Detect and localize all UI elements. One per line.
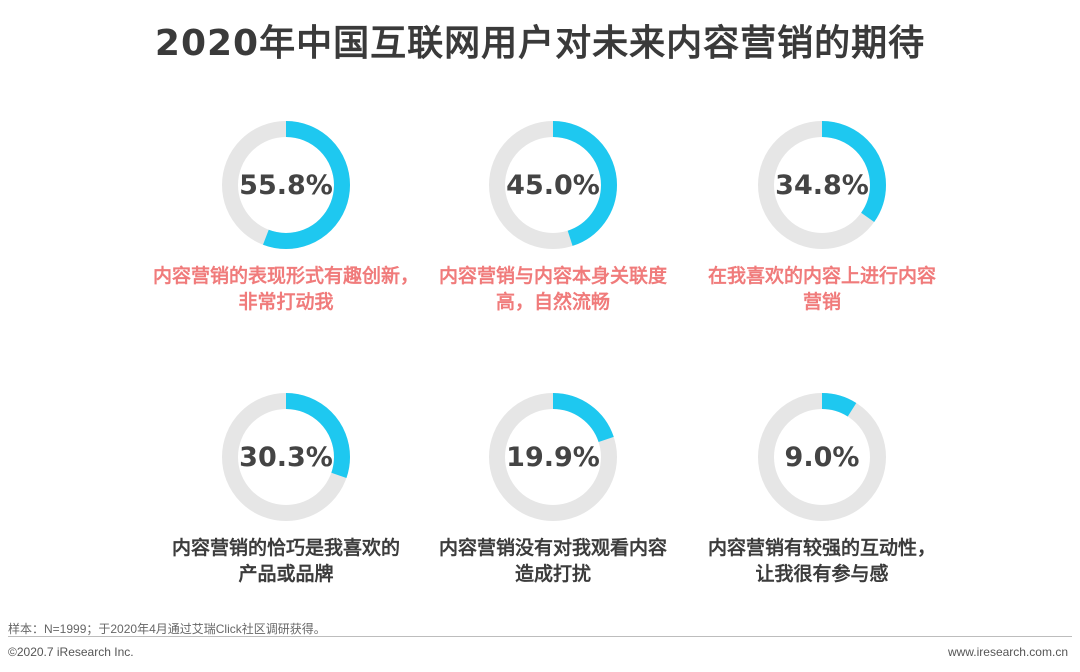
- percentage-value: 45.0%: [506, 169, 600, 201]
- label-line-2: 产品或品牌: [238, 563, 334, 585]
- label-line-2: 营销: [802, 291, 841, 313]
- donut-chart: 34.8%: [752, 115, 892, 255]
- donut-label: 内容营销的恰巧是我喜欢的 产品或品牌: [136, 535, 436, 587]
- label-line-1: 内容营销没有对我观看内容: [438, 537, 667, 559]
- donut-svg: [222, 121, 350, 249]
- footer-divider: [8, 636, 1072, 637]
- donut-value-arc: [758, 393, 886, 521]
- donut-label: 内容营销有较强的互动性， 让我很有参与感: [672, 535, 972, 587]
- donut-svg: [489, 121, 617, 249]
- donut-chart: 45.0%: [483, 115, 623, 255]
- label-line-1: 内容营销有较强的互动性，: [707, 537, 936, 559]
- copyright-text: ©2020.7 iResearch Inc.: [8, 645, 134, 659]
- donut-chart: 9.0%: [752, 387, 892, 527]
- label-line-1: 内容营销与内容本身关联度: [438, 265, 667, 287]
- label-line-2: 造成打扰: [514, 563, 591, 585]
- percentage-value: 55.8%: [239, 169, 333, 201]
- website-link[interactable]: www.iresearch.com.cn: [947, 645, 1068, 659]
- donut-label: 内容营销没有对我观看内容 造成打扰: [403, 535, 703, 587]
- chart-title: 2020年中国互联网用户对未来内容营销的期待: [154, 23, 926, 64]
- donut-svg: [758, 121, 886, 249]
- percentage-value: 34.8%: [775, 169, 869, 201]
- donut-svg: [222, 393, 350, 521]
- donut-svg: [758, 393, 886, 521]
- label-line-1: 内容营销的表现形式有趣创新，: [152, 265, 419, 287]
- label-line-2: 非常打动我: [238, 291, 334, 313]
- donut-value-arc: [222, 121, 350, 249]
- donut-value-arc: [489, 393, 617, 521]
- percentage-value: 30.3%: [239, 441, 333, 473]
- donut-label: 内容营销与内容本身关联度 高，自然流畅: [403, 263, 703, 315]
- label-line-1: 内容营销的恰巧是我喜欢的: [171, 537, 400, 559]
- donut-svg: [489, 393, 617, 521]
- donut-value-arc: [222, 393, 350, 521]
- donut-chart: 30.3%: [216, 387, 356, 527]
- label-line-1: 在我喜欢的内容上进行内容: [707, 265, 936, 287]
- label-line-2: 高，自然流畅: [495, 291, 610, 313]
- donut-value-arc: [489, 121, 617, 249]
- donut-chart: 19.9%: [483, 387, 623, 527]
- percentage-value: 9.0%: [784, 441, 860, 473]
- donut-value-arc: [758, 121, 886, 249]
- donut-label: 在我喜欢的内容上进行内容 营销: [672, 263, 972, 315]
- label-line-2: 让我很有参与感: [755, 563, 889, 585]
- percentage-value: 19.9%: [506, 441, 600, 473]
- donut-chart: 55.8%: [216, 115, 356, 255]
- sample-note: 样本：N=1999；于2020年4月通过艾瑞Click社区调研获得。: [8, 622, 326, 636]
- donut-label: 内容营销的表现形式有趣创新， 非常打动我: [136, 263, 436, 315]
